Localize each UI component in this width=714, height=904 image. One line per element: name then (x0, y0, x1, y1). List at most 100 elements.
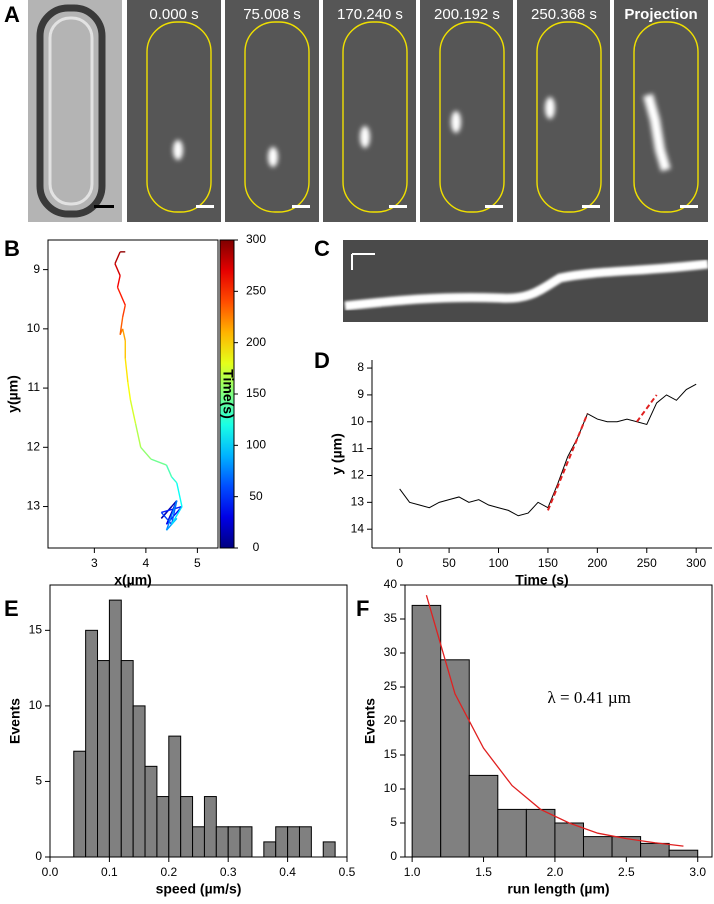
histogram-bar (411, 604, 442, 858)
y-tick-label: 15 (384, 747, 398, 761)
trajectory-segment (171, 476, 178, 484)
histogram-bar (640, 842, 670, 858)
frame-time: 0.000 s (149, 6, 198, 23)
panel-letter: B (4, 236, 20, 261)
x-tick-label: 3.0 (689, 865, 706, 879)
colorbar-tick-label: 250 (246, 284, 266, 298)
histogram-bar (322, 841, 336, 858)
x-axis-title: speed (µm/s) (156, 881, 242, 897)
x-tick-label: 5 (194, 556, 201, 570)
histogram-bar (554, 822, 584, 858)
x-tick-label: 1.0 (404, 865, 421, 879)
trajectory-segment (124, 358, 129, 383)
y-tick-label: 9 (357, 387, 364, 401)
y-tick-label: 10 (351, 414, 365, 428)
x-tick-label: 0 (396, 556, 403, 570)
frame-time: 170.240 s (337, 6, 403, 23)
histogram-bar (497, 808, 527, 858)
y-tick-label: 5 (390, 815, 397, 829)
y-tick-label: 13 (27, 499, 41, 513)
y-axis-title: y (µm) (329, 433, 345, 475)
y-tick-label: 30 (384, 645, 398, 659)
trajectory-segment (114, 263, 121, 276)
frame-time: 250.368 s (531, 6, 597, 23)
x-tick-label: 250 (637, 556, 657, 570)
y-tick-label: 5 (35, 774, 42, 788)
panel-letter: C (314, 236, 330, 261)
y-tick-label: 11 (352, 441, 365, 455)
projection-label: Projection (624, 6, 697, 23)
histogram-bar (582, 836, 613, 858)
histogram-bar (525, 808, 556, 858)
y-tick-label: 13 (351, 495, 365, 509)
colorbar-tick-label: 0 (253, 540, 260, 554)
histogram-bar (239, 826, 253, 858)
histogram-bar (168, 735, 182, 858)
y-tick-label: 10 (27, 321, 41, 335)
x-axis-title: run length (µm) (507, 881, 609, 897)
x-tick-label: 300 (686, 556, 706, 570)
x-tick-label: 0.2 (160, 865, 177, 879)
trajectory-segment (171, 506, 183, 525)
histogram-bar (668, 849, 699, 858)
colorbar-tick-label: 200 (246, 335, 266, 349)
x-tick-label: 1.5 (475, 865, 492, 879)
y-tick-label: 0 (35, 849, 42, 863)
frame-labels: 0.000 s 75.008 s 170.240 s 200.192 s 250… (149, 6, 697, 23)
colorbar-title: Time(s) (220, 369, 236, 419)
x-tick-label: 100 (488, 556, 508, 570)
y-tick-label: 12 (27, 439, 41, 453)
trajectory-segment (122, 328, 126, 341)
panel-letter: A (4, 2, 20, 27)
histogram-bar (468, 774, 499, 858)
histogram-bar (144, 765, 158, 858)
y-tick-label: 8 (357, 360, 364, 374)
y-tick-label: 0 (390, 849, 397, 863)
x-tick-label: 0.3 (220, 865, 237, 879)
trajectory-segment (176, 482, 183, 507)
x-tick-label: 0.0 (42, 865, 59, 879)
y-tick-label: 12 (351, 468, 365, 482)
y-tick-label: 10 (29, 698, 43, 712)
colorbar-tick-label: 100 (246, 438, 266, 452)
colorbar-tick-label: 300 (246, 232, 266, 246)
trajectory-segment (114, 251, 121, 264)
data-line (547, 394, 658, 511)
y-tick-label: 25 (384, 679, 398, 693)
fit-curve (425, 595, 684, 847)
kymograph (343, 240, 709, 322)
x-axis-title: Time (s) (515, 572, 568, 588)
y-tick-label: 20 (384, 713, 398, 727)
trajectory-segment (134, 423, 142, 448)
panel-letter: E (4, 596, 19, 621)
trajectory-segment (119, 316, 124, 335)
histogram-bar (132, 705, 146, 858)
x-tick-label: 150 (538, 556, 558, 570)
histogram-bar (287, 826, 300, 858)
colorbar-tick-label: 150 (246, 386, 266, 400)
y-tick-label: 11 (28, 380, 41, 394)
trajectory-segment (150, 458, 167, 466)
frame-time: 75.008 s (243, 6, 301, 23)
trajectory-segment (165, 500, 178, 531)
x-tick-label: 4 (143, 556, 150, 570)
histogram-bar (275, 826, 289, 858)
histogram-bar (203, 796, 217, 858)
trajectory-segment (122, 305, 126, 318)
trajectory-segment (116, 275, 121, 288)
x-tick-label: 0.4 (279, 865, 296, 879)
histogram-bar (120, 660, 134, 858)
data-line (399, 383, 697, 517)
histogram-bar (192, 826, 205, 858)
y-tick-label: 9 (33, 262, 40, 276)
histogram-bar (215, 826, 229, 858)
annotation: λ = 0.41 µm (548, 688, 631, 707)
panel-letter: F (356, 596, 369, 621)
colorbar-tick-label: 50 (249, 489, 263, 503)
x-tick-label: 2.0 (547, 865, 564, 879)
panel-letter: D (314, 348, 330, 373)
panel-letters: A B C D E F (4, 2, 369, 621)
x-tick-label: 200 (587, 556, 607, 570)
x-tick-label: 0.1 (101, 865, 118, 879)
